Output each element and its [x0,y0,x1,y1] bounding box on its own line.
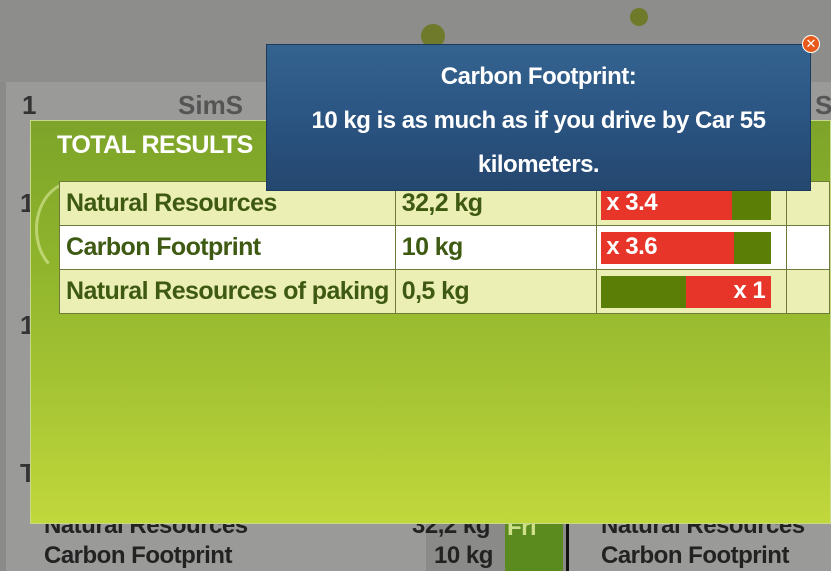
popup-line: 10 kg is as much as if you drive by Car … [311,107,766,134]
multiplier-label: x 3.6 [606,232,658,260]
results-table: Natural Resources 32,2 kg x 3.4 Carbon Foot… [59,181,831,314]
comparison-bar-fill [601,231,734,264]
comparison-bar: x 3.6 [601,231,772,264]
results-title: TOTAL RESULTS [57,131,253,159]
row-extra [785,225,831,270]
table-row: Natural Resources of paking 0,5 kg x 1 [59,269,831,314]
background-blob [630,8,648,26]
row-name: Natural Resources [59,181,396,226]
background-number: 1 [22,90,37,120]
popup-line: kilometers. [477,151,600,178]
background-header-fragment: S [815,90,831,120]
row-name: Carbon Footprint [59,225,396,270]
row-value: 0,5 kg [394,269,598,314]
background-row-value: 10 kg [434,542,493,569]
comparison-bar: x 1 [601,275,772,308]
close-icon[interactable]: ✕ [802,35,820,53]
background-green-strip: Fri [505,514,563,571]
multiplier-label: x 1 [733,276,766,304]
comparison-bar: x 3.4 [601,187,772,220]
comparison-bar-fill [601,187,733,220]
table-row: Carbon Footprint 10 kg x 3.6 [59,225,831,270]
popup-title: Carbon Footprint: [440,63,637,90]
comparison-bar-fill [686,275,772,308]
row-comparison: x 1 [596,269,787,314]
carbon-footprint-popup: Carbon Footprint: 10 kg is as much as if… [266,44,811,191]
background-header-fragment: SimS [178,90,244,120]
row-name: Natural Resources of paking [59,269,396,314]
background-row-label: Carbon Footprint [601,542,789,569]
row-value: 10 kg [394,225,598,270]
background-row-label: Carbon Footprint [44,542,232,569]
results-table-body: Natural Resources 32,2 kg x 3.4 Carbon Foot… [59,181,831,314]
multiplier-label: x 3.4 [606,188,658,216]
row-extra [785,269,831,314]
row-comparison: x 3.6 [596,225,787,270]
